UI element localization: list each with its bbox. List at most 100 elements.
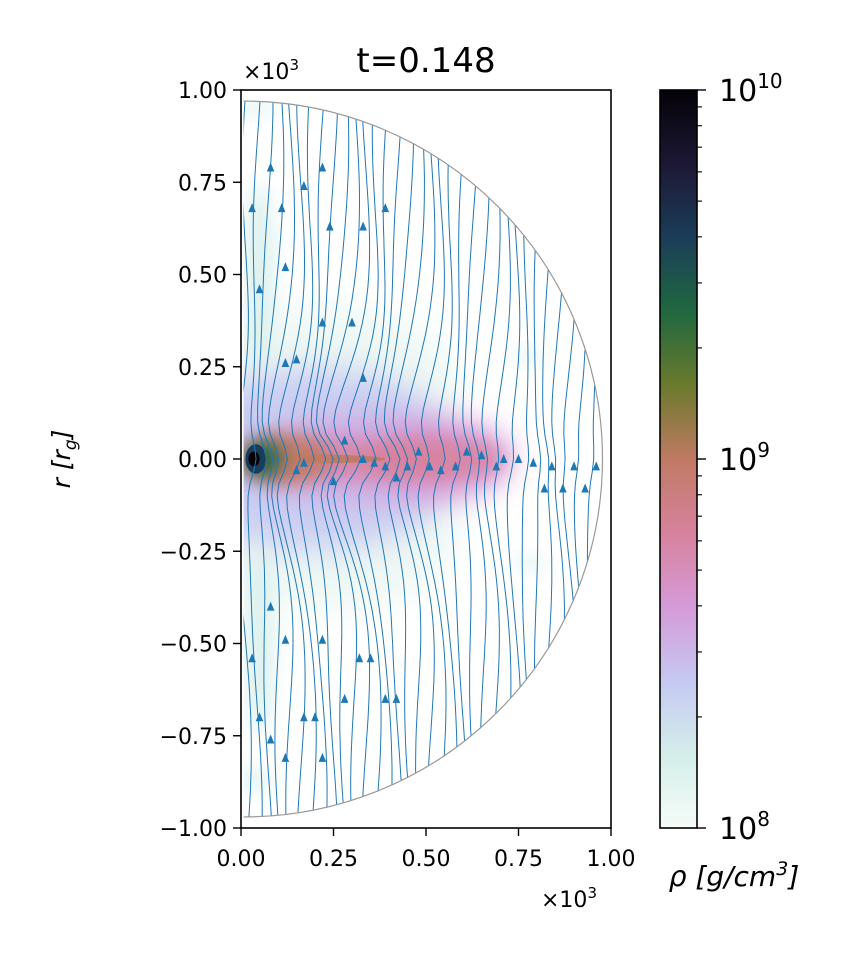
streamline-arrow [255,712,264,722]
x-tick-label: 0.75 [494,847,543,872]
y-tick-label: 1.00 [178,79,227,104]
streamline [322,101,361,817]
streamline-arrow [451,461,460,471]
streamline [333,101,371,817]
y-tick-label: −1.00 [160,817,227,842]
streamline-arrow [292,354,301,364]
domain-boundary [243,100,604,818]
streamline-arrow [381,203,390,213]
streamline-arrow [425,461,434,471]
colorbar-tick-label: 109 [719,438,770,478]
colorbar-tick-label: 1010 [719,69,783,109]
streamline [383,101,415,817]
y-axis-label: r [rg] [47,430,81,489]
streamline-arrow [300,712,308,722]
streamline [374,101,404,817]
streamline-arrow [548,461,556,471]
streamline-arrow [559,483,567,493]
streamline-arrow [492,461,501,471]
streamline-arrow [392,472,401,482]
streamline-arrow [381,693,390,703]
y-tick-label: 0.50 [178,264,227,289]
colorbar-ticks: 108 109 1010 [697,69,783,847]
y-axis-ticks: −1.00 −0.75 −0.50 −0.25 0.00 0.25 0.50 0.75 1.00 [160,79,241,842]
streamline-arrows [248,162,600,762]
colorbar-label: ρ [g/cm3] [669,858,800,893]
streamline-arrow [318,752,327,762]
streamline [315,101,350,817]
streamline-arrow [340,435,349,445]
streamline-arrow [277,203,286,213]
x-tick-label: 0.50 [402,847,451,872]
x-tick-label: 0.25 [309,847,358,872]
streamline [481,101,501,817]
x-tick-label: 1.00 [587,847,636,872]
colorbar-tick-label: 108 [719,807,770,847]
streamline-arrow [266,601,275,611]
streamline-arrow [355,653,364,663]
streamline-arrow [348,317,356,327]
streamline [298,101,328,817]
streamline-arrow [318,162,327,172]
streamline [433,101,458,817]
streamline-arrow [437,465,445,475]
streamline [462,101,480,817]
streamline-arrow [281,262,290,272]
streamline [276,101,306,817]
streamline-arrow [311,712,319,722]
x-tick-label: 0.00 [217,847,266,872]
streamline-arrow [318,634,327,644]
density-field [243,101,603,817]
streamline-arrow [581,483,589,493]
streamline-arrow [414,446,423,456]
streamline-arrow [318,317,327,327]
streamline-arrow [329,476,338,486]
x-scale-label: ×103 [541,884,597,913]
streamline [267,101,295,817]
streamline-arrow [300,457,308,467]
streamline-arrow [529,457,538,467]
streamline-arrow [281,752,290,762]
streamline-arrow [266,162,275,172]
streamline [450,101,469,817]
density-blob-14 [248,451,260,467]
streamline-arrow [366,653,375,663]
y-tick-label: 0.25 [178,356,227,381]
streamline [257,101,274,817]
streamline-arrow [370,457,378,467]
streamline-arrow [514,454,523,463]
y-tick-label: −0.25 [160,540,227,565]
streamline-arrow [248,203,256,213]
streamline [404,101,436,817]
streamline-arrow [292,465,301,475]
streamline [243,101,252,817]
streamline [286,101,317,817]
streamline [392,101,425,817]
streamline-arrow [381,461,390,471]
streamline-arrow [499,454,508,463]
streamline-arrow [570,461,578,471]
y-tick-label: −0.75 [160,725,227,750]
streamline [417,101,447,817]
streamline-arrow [255,284,264,294]
y-tick-label: 0.00 [178,448,227,473]
streamline [310,101,339,817]
streamline-arrow [477,450,486,460]
streamline-arrow [592,461,600,471]
streamline-arrow [540,483,549,493]
streamline-arrow [248,653,256,663]
streamline-arrow [281,634,290,644]
y-scale-label: ×103 [243,56,299,85]
x-axis-ticks: 0.00 0.25 0.50 0.75 1.00 [217,828,636,872]
y-tick-label: 0.75 [178,171,227,196]
streamline [261,101,285,817]
density-blob-5 [244,551,275,736]
streamline-arrow [359,454,367,463]
chart-title: t=0.148 [356,41,495,81]
density-blob-17 [511,348,549,364]
streamline [343,101,382,817]
streamline-arrow [462,446,471,456]
y-tick-label: −0.50 [160,633,227,658]
density-blob-4 [244,182,275,367]
